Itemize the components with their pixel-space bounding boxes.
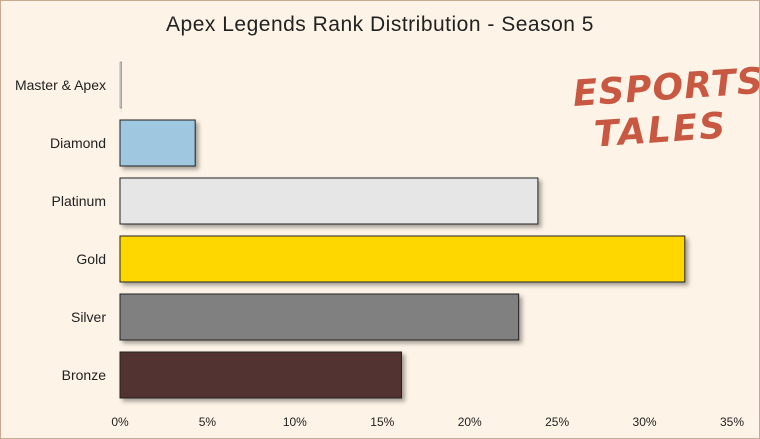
x-tick-label: 25% xyxy=(545,415,569,429)
chart-title: Apex Legends Rank Distribution - Season … xyxy=(166,13,594,36)
x-tick-label: 10% xyxy=(283,415,307,429)
x-tick-label: 15% xyxy=(370,415,394,429)
category-label: Platinum xyxy=(52,193,106,209)
category-label: Bronze xyxy=(62,367,107,383)
category-label: Diamond xyxy=(50,135,106,151)
category-label: Silver xyxy=(71,309,106,325)
x-tick-label: 20% xyxy=(458,415,482,429)
bar-master-apex xyxy=(119,61,122,109)
x-tick-label: 0% xyxy=(111,415,129,429)
category-label: Gold xyxy=(76,251,106,267)
bar-silver xyxy=(119,293,520,341)
bar-platinum xyxy=(119,177,539,225)
bar-bronze xyxy=(119,351,403,399)
bar-diamond xyxy=(119,119,196,167)
x-tick-label: 5% xyxy=(199,415,217,429)
esports-tales-logo: ESPORTS TALES xyxy=(571,61,760,180)
x-tick-label: 30% xyxy=(633,415,657,429)
bar-gold xyxy=(119,235,686,283)
category-label: Master & Apex xyxy=(15,77,106,93)
x-tick-label: 35% xyxy=(720,415,744,429)
